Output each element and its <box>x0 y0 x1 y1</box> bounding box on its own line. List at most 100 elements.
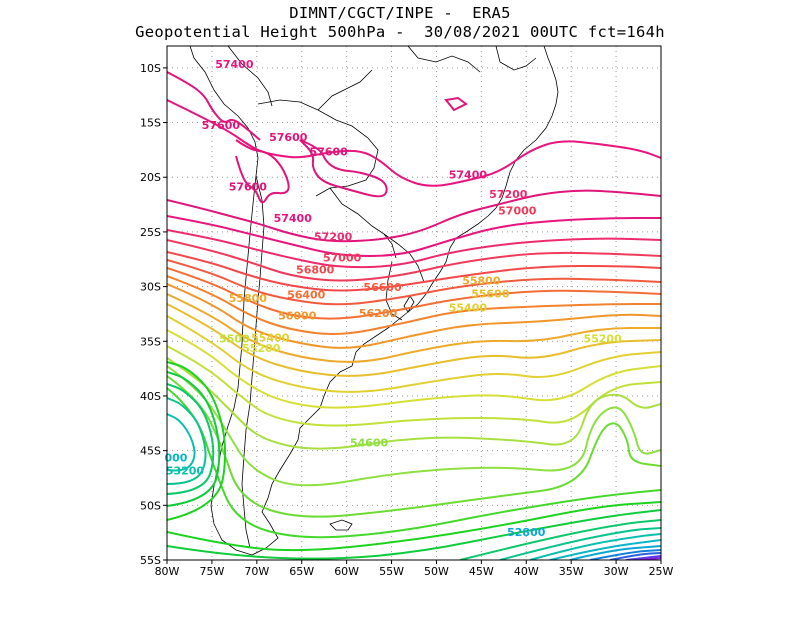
contour-53200 <box>529 533 661 560</box>
axis-ticks: 80W 75W 70W 65W 60W 55W 50W 45W 40W 35W 30W 25W 10S 1… <box>140 62 674 578</box>
contour-57600 <box>167 189 661 243</box>
contour-label: 000 <box>164 452 187 465</box>
contour-57000 <box>167 239 661 282</box>
x-tick-label: 50W <box>424 565 449 578</box>
contour-label: 55200 <box>583 332 622 345</box>
y-tick-label: 40S <box>140 390 161 403</box>
y-tick-label: 45S <box>140 445 161 458</box>
y-tick-label: 20S <box>140 171 161 184</box>
y-tick-label: 50S <box>140 499 161 512</box>
contour-label: 57400 <box>215 58 254 71</box>
geopotential-contours <box>167 71 661 560</box>
title-line-1: DIMNT/CGCT/INPE - ERA5 <box>289 4 511 22</box>
contour-53600 <box>167 383 215 495</box>
contour-54600 <box>167 365 661 487</box>
contour-label: 55400 <box>251 331 290 344</box>
x-tick-label: 30W <box>604 565 629 578</box>
coastline-pacific <box>189 46 259 556</box>
contour-label: 55800 <box>229 292 268 305</box>
y-tick-label: 10S <box>140 62 161 75</box>
contour-53600 <box>459 519 661 560</box>
contour-53800 <box>167 371 221 507</box>
lagoa-dos-patos <box>403 295 415 313</box>
x-tick-label: 40W <box>514 565 539 578</box>
y-tick-label: 35S <box>140 335 161 348</box>
contour-57600 <box>235 139 290 204</box>
contour-56000 <box>167 283 661 349</box>
x-tick-label: 55W <box>379 565 404 578</box>
contour-57200 <box>167 229 661 269</box>
contour-55000 <box>167 345 661 427</box>
border-chile-argentina <box>241 175 265 549</box>
contour-label: 57000 <box>323 251 362 264</box>
contour-label: 53200 <box>166 465 205 478</box>
contour-label: 57600 <box>202 119 241 132</box>
x-tick-label: 45W <box>469 565 494 578</box>
x-tick-label: 70W <box>244 565 269 578</box>
contour-label: 57200 <box>489 188 528 201</box>
y-tick-label: 55S <box>140 554 161 567</box>
x-tick-label: 35W <box>559 565 584 578</box>
contour-52600 <box>589 549 661 560</box>
contour-56800 <box>167 251 661 292</box>
contour-label: 57600 <box>229 180 268 193</box>
y-tick-label: 25S <box>140 226 161 239</box>
contour-57600 <box>167 71 261 141</box>
contour-label: 52800 <box>507 526 546 539</box>
contour-53200 <box>167 413 196 472</box>
contour-54200 <box>167 387 661 539</box>
map-title: DIMNT/CGCT/INPE - ERA5 Geopotential Heig… <box>0 4 800 42</box>
x-tick-label: 80W <box>155 565 180 578</box>
contour-label: 5500 <box>219 332 250 345</box>
contour-label: 55200 <box>242 342 281 355</box>
x-tick-label: 65W <box>289 565 314 578</box>
contour-label: 56600 <box>363 281 402 294</box>
contour-53400 <box>499 527 661 560</box>
coastline-atlantic <box>251 46 559 556</box>
contour-53000 <box>549 539 661 560</box>
land-borders <box>189 46 559 556</box>
x-tick-label: 60W <box>334 565 359 578</box>
y-tick-label: 15S <box>140 117 161 130</box>
contour-label: 57600 <box>310 145 349 158</box>
contour-55600 <box>167 303 661 377</box>
contour-label: 57600 <box>269 131 308 144</box>
border-brazil-venezuela <box>407 46 481 73</box>
falklands <box>329 519 353 531</box>
contour-label: 57400 <box>274 212 313 225</box>
contour-54000 <box>167 501 661 552</box>
x-tick-label: 75W <box>199 565 224 578</box>
contour-labels: 5740057600576005760057600574005720057000… <box>164 58 622 539</box>
contour-56400 <box>167 267 661 320</box>
contour-54400 <box>167 375 661 518</box>
title-line-2: Geopotential Height 500hPa - 30/08/2021 … <box>135 23 665 41</box>
contour-54000 <box>167 361 227 521</box>
contour-label: 55800 <box>462 274 501 287</box>
contour-52400 <box>609 552 661 560</box>
contour-57600 <box>299 139 388 198</box>
y-tick-label: 30S <box>140 281 161 294</box>
contour-53400 <box>167 397 207 485</box>
contour-55400 <box>167 315 661 393</box>
contour-57400 <box>167 215 661 258</box>
contour-label: 57000 <box>498 204 537 217</box>
contour-53800 <box>167 509 661 560</box>
contour-57400 <box>167 99 661 187</box>
border-bolivia <box>257 99 379 197</box>
contour-label: 56000 <box>278 309 317 322</box>
contour-54800 <box>167 357 661 450</box>
plot-frame <box>166 45 662 561</box>
border-peru-brazil <box>227 46 273 107</box>
contour-label: 56200 <box>359 307 398 320</box>
contour-label: 57400 <box>449 168 488 181</box>
contour-label: 56800 <box>296 263 335 276</box>
contour-52200 <box>625 555 661 560</box>
contour-label: 57200 <box>314 231 353 244</box>
contour-55800 <box>167 293 661 363</box>
contour-label: 55600 <box>471 288 510 301</box>
contour-label: 54600 <box>350 436 389 449</box>
lat-lon-grid <box>167 46 661 560</box>
border-paraguay <box>329 187 397 259</box>
contour-55200 <box>167 329 661 409</box>
